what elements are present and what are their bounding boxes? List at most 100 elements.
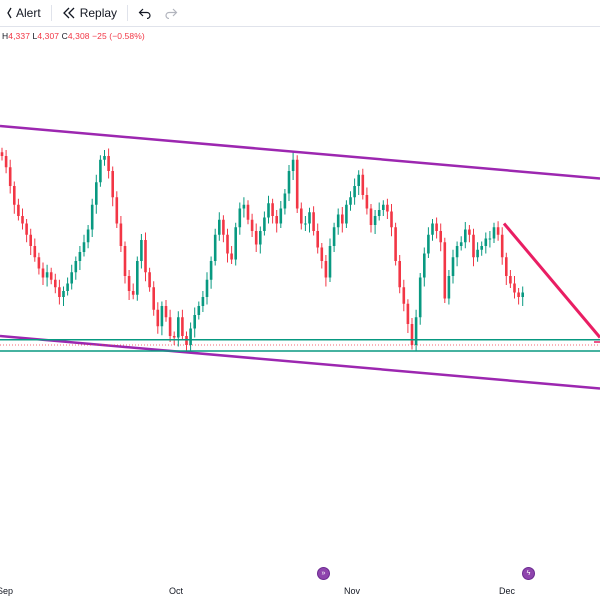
candle-body <box>464 229 467 243</box>
candle-body <box>435 223 438 231</box>
candle-body <box>230 253 233 260</box>
candle-body <box>431 223 434 235</box>
price-chart[interactable] <box>0 0 600 582</box>
event-marker-icon[interactable]: » <box>317 567 330 580</box>
candle-body <box>377 210 381 216</box>
high-value: 4,337 <box>8 31 31 41</box>
candle-body <box>136 261 139 295</box>
candle-body <box>177 317 180 338</box>
candle-body <box>58 287 61 297</box>
candle-body <box>160 306 164 327</box>
candle-body <box>131 291 135 295</box>
channel-upper-line <box>0 124 600 180</box>
candle-body <box>103 156 106 160</box>
candle-body <box>250 219 254 231</box>
undo-button[interactable] <box>132 0 158 26</box>
candle-body <box>111 171 114 198</box>
candle-body <box>394 227 397 261</box>
descending-trendline <box>502 222 600 339</box>
candle-body <box>82 242 86 252</box>
candle-body <box>86 229 90 243</box>
time-axis[interactable]: Sep Oct Nov Dec <box>0 582 600 600</box>
candle-body <box>505 257 508 276</box>
candle-body <box>480 246 483 250</box>
candle-body <box>168 317 172 336</box>
candle-body <box>410 324 414 345</box>
candle-body <box>144 240 147 273</box>
candle-body <box>357 174 360 186</box>
candle-body <box>316 231 319 248</box>
candle-body <box>259 231 262 245</box>
redo-icon <box>165 8 178 19</box>
candle-body <box>54 279 57 288</box>
candle-body <box>291 159 295 171</box>
candle-body <box>193 315 196 329</box>
candle-body <box>369 208 373 225</box>
event-marker-icon[interactable]: ϟ <box>522 567 535 580</box>
candle-body <box>406 303 410 324</box>
candle-body <box>156 309 160 327</box>
candle-body <box>189 328 192 345</box>
candle-body <box>234 227 237 260</box>
candle-body <box>45 272 49 278</box>
candle-body <box>488 238 492 240</box>
candle-body <box>521 292 524 297</box>
candle-body <box>320 247 324 261</box>
candle-body <box>328 246 332 278</box>
candle-body <box>484 238 488 246</box>
ohlc-legend: H4,337 L4,307 C4,308 −25 (−0.58%) <box>2 31 145 41</box>
low-key: L <box>32 31 38 41</box>
candle-body <box>349 197 352 205</box>
candle-body <box>119 223 123 246</box>
candle-body <box>205 279 209 297</box>
candle-body <box>201 297 205 306</box>
candle-body <box>90 204 94 230</box>
candle-body <box>218 219 221 235</box>
replay-label: Replay <box>79 6 118 20</box>
candle-body <box>70 272 73 284</box>
candle-body <box>181 317 184 336</box>
candle-body <box>312 212 315 231</box>
high-key: H <box>2 31 9 41</box>
low-value: 4,307 <box>37 31 60 41</box>
candle-body <box>164 306 168 318</box>
candle-body <box>361 174 365 195</box>
candle-body <box>213 234 217 261</box>
x-tick-label: Dec <box>498 586 516 596</box>
candle-body <box>115 197 119 224</box>
replay-button[interactable]: Replay <box>56 0 123 26</box>
candle-body <box>49 272 53 280</box>
candle-body <box>33 246 37 258</box>
candle-body <box>341 214 344 224</box>
candle-body <box>427 234 430 254</box>
candle-body <box>509 276 512 284</box>
candle-body <box>78 252 82 261</box>
close-value: 4,308 <box>67 31 90 41</box>
candle-body <box>21 216 24 224</box>
candle-body <box>41 268 45 278</box>
candle-body <box>386 204 389 212</box>
x-tick-label: Oct <box>168 586 184 596</box>
candle-body <box>492 227 496 239</box>
candle-body <box>283 193 287 209</box>
candle-body <box>423 253 426 278</box>
candle-body <box>8 167 12 186</box>
alert-button[interactable]: Alert <box>0 0 47 26</box>
candle-body <box>308 212 311 224</box>
candle-body <box>418 277 422 318</box>
candle-body <box>517 292 520 297</box>
top-toolbar: Alert Replay <box>0 0 600 27</box>
candle-body <box>390 211 393 228</box>
redo-button[interactable] <box>158 0 184 26</box>
candle-body <box>246 204 250 220</box>
candle-body <box>398 261 401 288</box>
candle-body <box>304 223 307 225</box>
candle-body <box>295 159 299 209</box>
candle-body <box>140 240 143 261</box>
candle-body <box>0 152 4 156</box>
candle-body <box>353 186 356 198</box>
candle-body <box>197 306 201 315</box>
candle-body <box>123 246 127 276</box>
channel-lower-line <box>0 334 600 390</box>
candle-body <box>95 182 98 205</box>
